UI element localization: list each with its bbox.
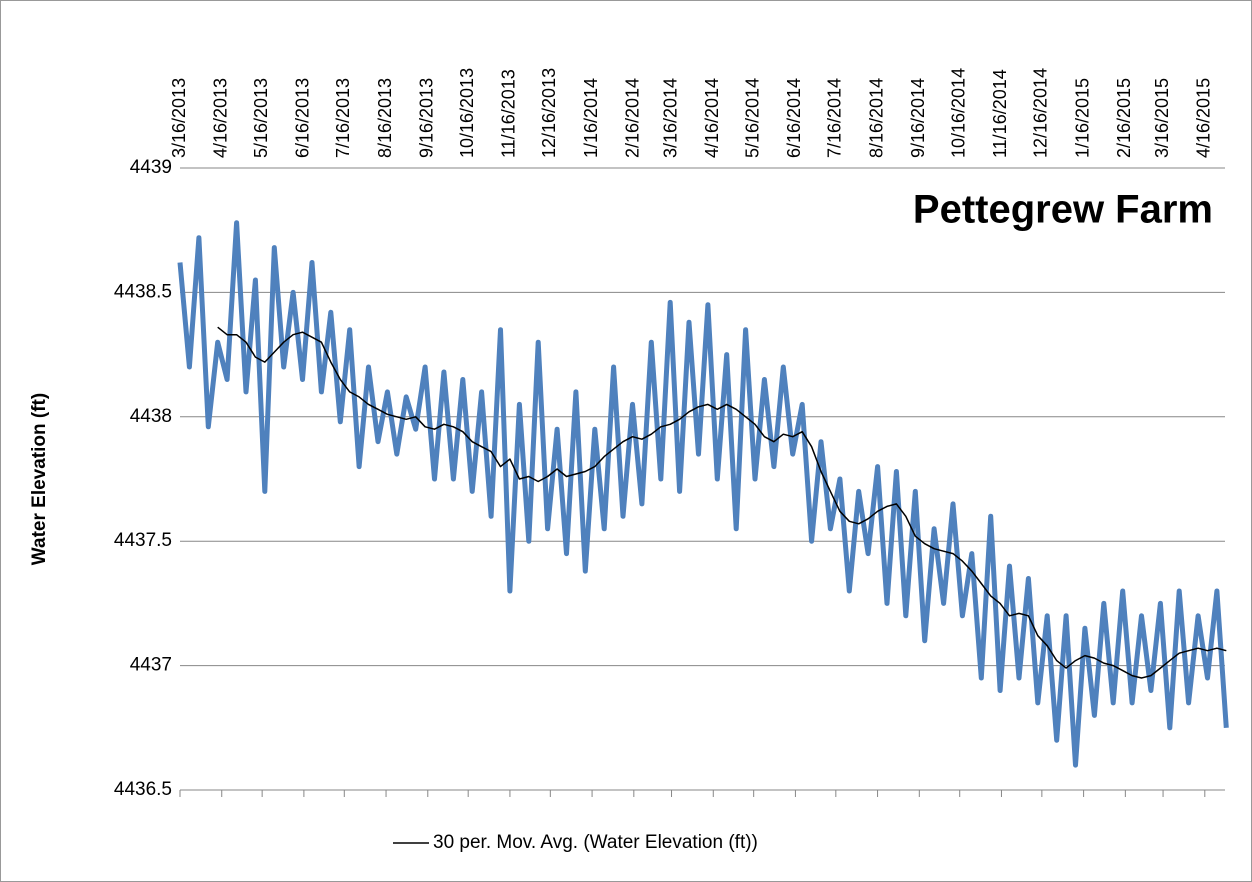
- x-tick-label: 1/16/2015: [1072, 78, 1092, 158]
- y-tick-label: 4438.5: [114, 281, 172, 302]
- y-tick-label: 4437.5: [114, 530, 172, 551]
- x-tick-label: 5/16/2013: [251, 78, 271, 158]
- x-tick-label: 7/16/2013: [333, 78, 353, 158]
- x-tick-label: 11/16/2014: [990, 69, 1010, 158]
- y-tick-label: 4437: [130, 655, 172, 676]
- x-tick-label: 4/16/2015: [1194, 78, 1214, 158]
- x-tick-label: 3/16/2013: [169, 78, 189, 158]
- x-tick-label: 6/16/2014: [784, 78, 804, 158]
- x-tick-label: 9/16/2014: [908, 78, 928, 158]
- x-tick-label: 8/16/2014: [866, 78, 886, 158]
- y-tick-label: 4438: [130, 406, 172, 427]
- x-tick-label: 6/16/2013: [293, 78, 313, 158]
- x-tick-label: 12/16/2013: [539, 68, 559, 158]
- x-tick-label: 12/16/2014: [1031, 68, 1051, 158]
- x-tick-label: 1/16/2014: [581, 78, 601, 158]
- x-tick-label: 7/16/2014: [825, 78, 845, 158]
- x-tick-label: 8/16/2013: [375, 78, 395, 158]
- x-tick-label: 4/16/2013: [210, 78, 230, 158]
- x-tick-label: 2/16/2014: [623, 78, 643, 158]
- y-tick-label: 4439: [130, 157, 172, 178]
- x-tick-label: 10/16/2013: [457, 68, 477, 158]
- series-line: [177, 220, 1229, 768]
- chart-title: Pettegrew Farm: [913, 188, 1213, 232]
- x-tick-label: 2/16/2015: [1114, 78, 1134, 158]
- y-axis-label: Water Elevation (ft): [29, 393, 50, 565]
- x-tick-label: 10/16/2014: [948, 68, 968, 158]
- x-tick-label: 11/16/2013: [499, 69, 519, 158]
- y-tick-label: 4436.5: [114, 779, 172, 800]
- x-tick-label: 5/16/2014: [742, 78, 762, 158]
- x-tick-label: 3/16/2014: [660, 78, 680, 158]
- legend-label: 30 per. Mov. Avg. (Water Elevation (ft)): [433, 832, 758, 853]
- x-tick-label: 9/16/2013: [417, 78, 437, 158]
- series-line: [217, 326, 1227, 679]
- x-tick-label: 3/16/2015: [1152, 78, 1172, 158]
- x-tick-label: 4/16/2014: [702, 78, 722, 158]
